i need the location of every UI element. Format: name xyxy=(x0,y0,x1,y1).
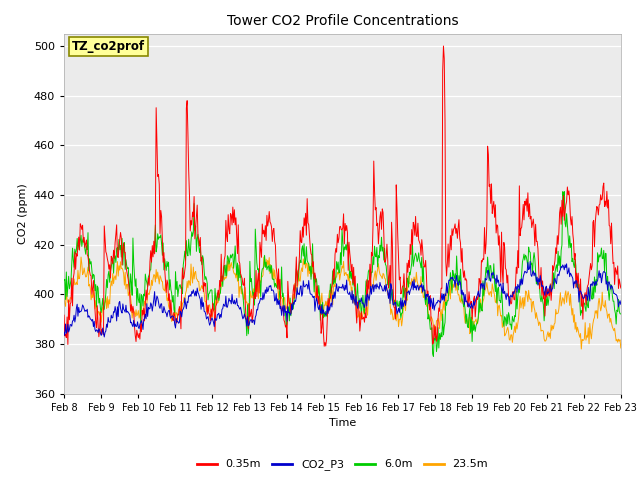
6.0m xyxy=(60,277,68,283)
6.0m xyxy=(617,311,625,317)
23.5m xyxy=(577,346,585,352)
23.5m xyxy=(77,254,85,260)
0.35m xyxy=(60,312,68,318)
CO2_P3 xyxy=(60,329,68,335)
6.0m xyxy=(561,189,568,194)
CO2_P3 xyxy=(411,285,419,290)
0.35m xyxy=(70,270,78,276)
0.35m xyxy=(184,130,192,136)
6.0m xyxy=(70,264,78,270)
CO2_P3 xyxy=(526,258,534,264)
CO2_P3 xyxy=(70,312,78,318)
23.5m xyxy=(617,345,625,351)
0.35m xyxy=(127,302,135,308)
CO2_P3 xyxy=(428,296,435,301)
CO2_P3 xyxy=(214,311,222,317)
CO2_P3 xyxy=(128,322,136,328)
23.5m xyxy=(60,296,68,301)
0.35m xyxy=(321,343,328,349)
23.5m xyxy=(70,276,78,282)
Line: 23.5m: 23.5m xyxy=(64,257,621,349)
23.5m xyxy=(411,277,419,283)
Line: 6.0m: 6.0m xyxy=(64,192,621,356)
X-axis label: Time: Time xyxy=(329,418,356,428)
Title: Tower CO2 Profile Concentrations: Tower CO2 Profile Concentrations xyxy=(227,14,458,28)
0.35m xyxy=(411,232,419,238)
Legend: 0.35m, CO2_P3, 6.0m, 23.5m: 0.35m, CO2_P3, 6.0m, 23.5m xyxy=(192,455,493,475)
6.0m xyxy=(184,253,192,259)
Line: CO2_P3: CO2_P3 xyxy=(64,261,621,337)
23.5m xyxy=(428,314,435,320)
0.35m xyxy=(440,43,447,49)
6.0m xyxy=(410,258,418,264)
23.5m xyxy=(128,315,136,321)
CO2_P3 xyxy=(617,301,625,307)
0.35m xyxy=(617,285,625,291)
Line: 0.35m: 0.35m xyxy=(64,46,621,346)
0.35m xyxy=(428,318,435,324)
CO2_P3 xyxy=(185,293,193,299)
6.0m xyxy=(426,326,434,332)
Y-axis label: CO2 (ppm): CO2 (ppm) xyxy=(18,183,28,244)
6.0m xyxy=(214,290,221,296)
23.5m xyxy=(185,278,193,284)
23.5m xyxy=(214,300,222,305)
0.35m xyxy=(214,293,221,299)
CO2_P3 xyxy=(100,334,108,340)
Text: TZ_co2prof: TZ_co2prof xyxy=(72,40,145,53)
6.0m xyxy=(127,280,135,286)
6.0m xyxy=(429,353,437,359)
